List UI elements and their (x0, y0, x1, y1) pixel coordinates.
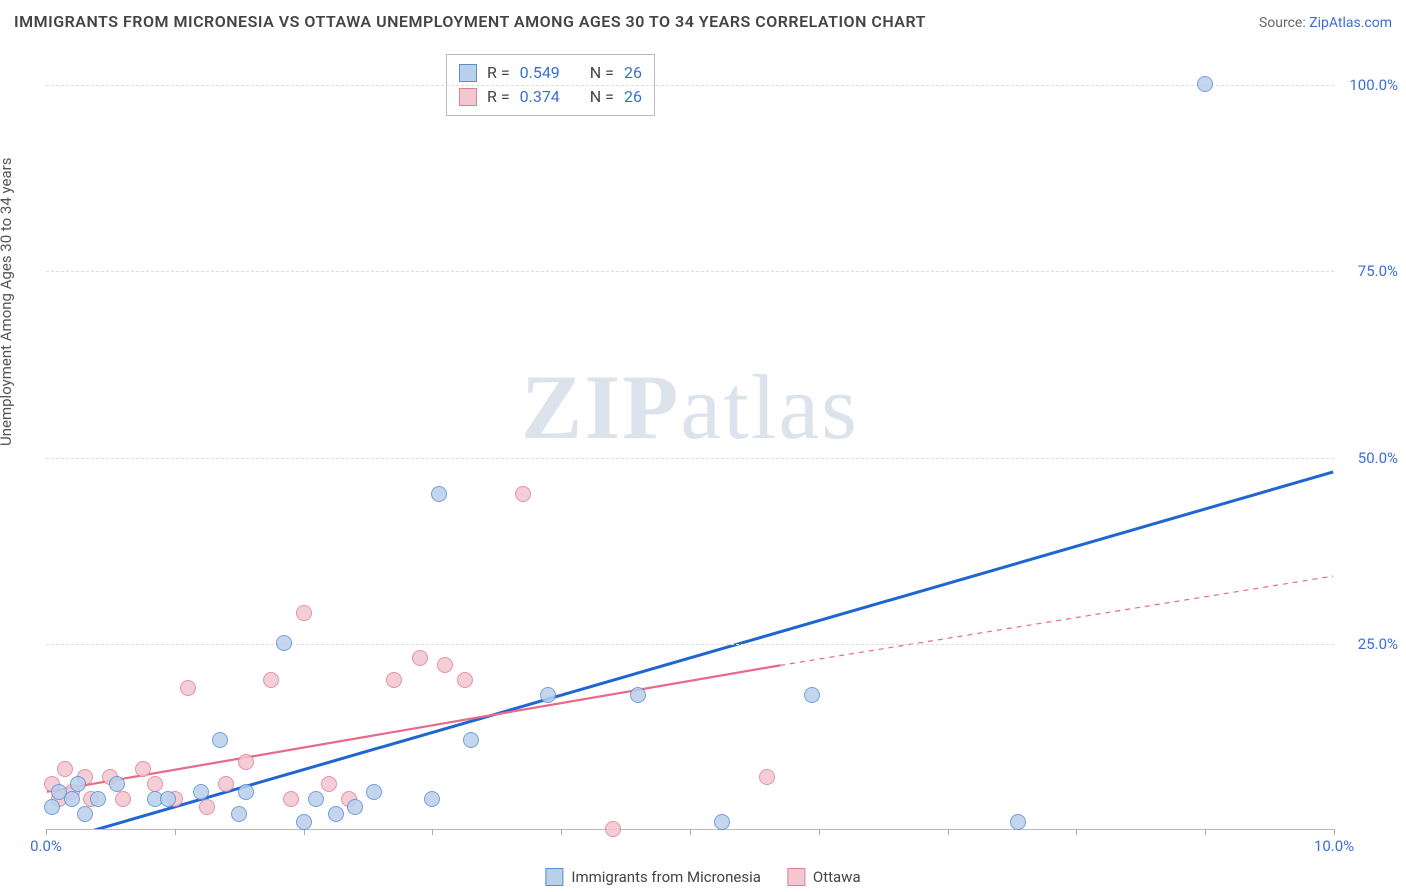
data-point (44, 799, 60, 815)
series-swatch (459, 64, 477, 82)
r-value: 0.374 (520, 85, 560, 109)
y-tick-label: 50.0% (1358, 449, 1398, 467)
r-value: 0.549 (520, 61, 560, 85)
x-tick (46, 829, 47, 835)
data-point (109, 776, 125, 792)
data-point (296, 814, 312, 830)
legend-label: Ottawa (813, 868, 861, 886)
gridline (46, 271, 1334, 272)
data-point (630, 687, 646, 703)
n-value: 26 (624, 61, 642, 85)
x-tick (1076, 829, 1077, 835)
data-point (321, 776, 337, 792)
data-point (160, 791, 176, 807)
n-label: N = (590, 61, 614, 85)
data-point (199, 799, 215, 815)
watermark: ZIPatlas (521, 354, 859, 460)
y-tick-label: 100.0% (1349, 76, 1398, 94)
y-tick-label: 25.0% (1358, 635, 1398, 653)
series-swatch (787, 868, 805, 886)
r-label: R = (487, 85, 510, 109)
data-point (515, 486, 531, 502)
trend-line (47, 665, 780, 791)
x-tick (304, 829, 305, 835)
data-point (180, 680, 196, 696)
data-point (347, 799, 363, 815)
data-point (457, 672, 473, 688)
legend-item: Immigrants from Micronesia (545, 868, 761, 886)
data-point (759, 769, 775, 785)
data-point (386, 672, 402, 688)
data-point (308, 791, 324, 807)
data-point (238, 784, 254, 800)
correlation-row: R = 0.549 N = 26 (459, 61, 642, 85)
x-tick (1334, 829, 1335, 835)
trend-lines-layer (46, 48, 1334, 829)
data-point (193, 784, 209, 800)
data-point (283, 791, 299, 807)
x-tick-label: 0.0% (30, 837, 62, 855)
source-attribution: Source: ZipAtlas.com (1259, 15, 1392, 31)
data-point (218, 776, 234, 792)
data-point (238, 754, 254, 770)
data-point (276, 635, 292, 651)
chart-title: IMMIGRANTS FROM MICRONESIA VS OTTAWA UNE… (14, 12, 926, 31)
data-point (212, 732, 228, 748)
y-axis-label: Unemployment Among Ages 30 to 34 years (0, 158, 15, 446)
x-tick (175, 829, 176, 835)
data-point (57, 761, 73, 777)
data-point (77, 806, 93, 822)
x-tick (690, 829, 691, 835)
series-legend: Immigrants from Micronesia Ottawa (545, 868, 860, 886)
data-point (70, 776, 86, 792)
data-point (366, 784, 382, 800)
x-tick (432, 829, 433, 835)
data-point (263, 672, 279, 688)
r-label: R = (487, 61, 510, 85)
y-tick-label: 75.0% (1358, 262, 1398, 280)
plot-area: ZIPatlas R =0.549N =26R =0.374N =26 25.0… (46, 48, 1334, 830)
data-point (437, 657, 453, 673)
data-point (90, 791, 106, 807)
data-point (424, 791, 440, 807)
x-tick-label: 10.0% (1314, 837, 1354, 855)
data-point (1197, 76, 1213, 92)
x-tick (561, 829, 562, 835)
data-point (540, 687, 556, 703)
legend-item: Ottawa (787, 868, 861, 886)
data-point (463, 732, 479, 748)
n-value: 26 (624, 85, 642, 109)
correlation-row: R = 0.374 N = 26 (459, 85, 642, 109)
source-link[interactable]: ZipAtlas.com (1309, 15, 1392, 31)
data-point (115, 791, 131, 807)
data-point (1010, 814, 1026, 830)
data-point (328, 806, 344, 822)
data-point (296, 605, 312, 621)
trend-line (47, 472, 1333, 829)
data-point (605, 821, 621, 837)
data-point (431, 486, 447, 502)
x-tick (1205, 829, 1206, 835)
data-point (412, 650, 428, 666)
data-point (147, 776, 163, 792)
trend-line (780, 576, 1333, 665)
gridline (46, 644, 1334, 645)
series-swatch (459, 88, 477, 106)
x-tick (948, 829, 949, 835)
series-swatch (545, 868, 563, 886)
data-point (804, 687, 820, 703)
data-point (714, 814, 730, 830)
x-tick (819, 829, 820, 835)
legend-label: Immigrants from Micronesia (571, 868, 761, 886)
source-label: Source: (1259, 15, 1306, 31)
data-point (64, 791, 80, 807)
data-point (231, 806, 247, 822)
gridline (46, 85, 1334, 86)
gridline (46, 458, 1334, 459)
n-label: N = (590, 85, 614, 109)
data-point (135, 761, 151, 777)
